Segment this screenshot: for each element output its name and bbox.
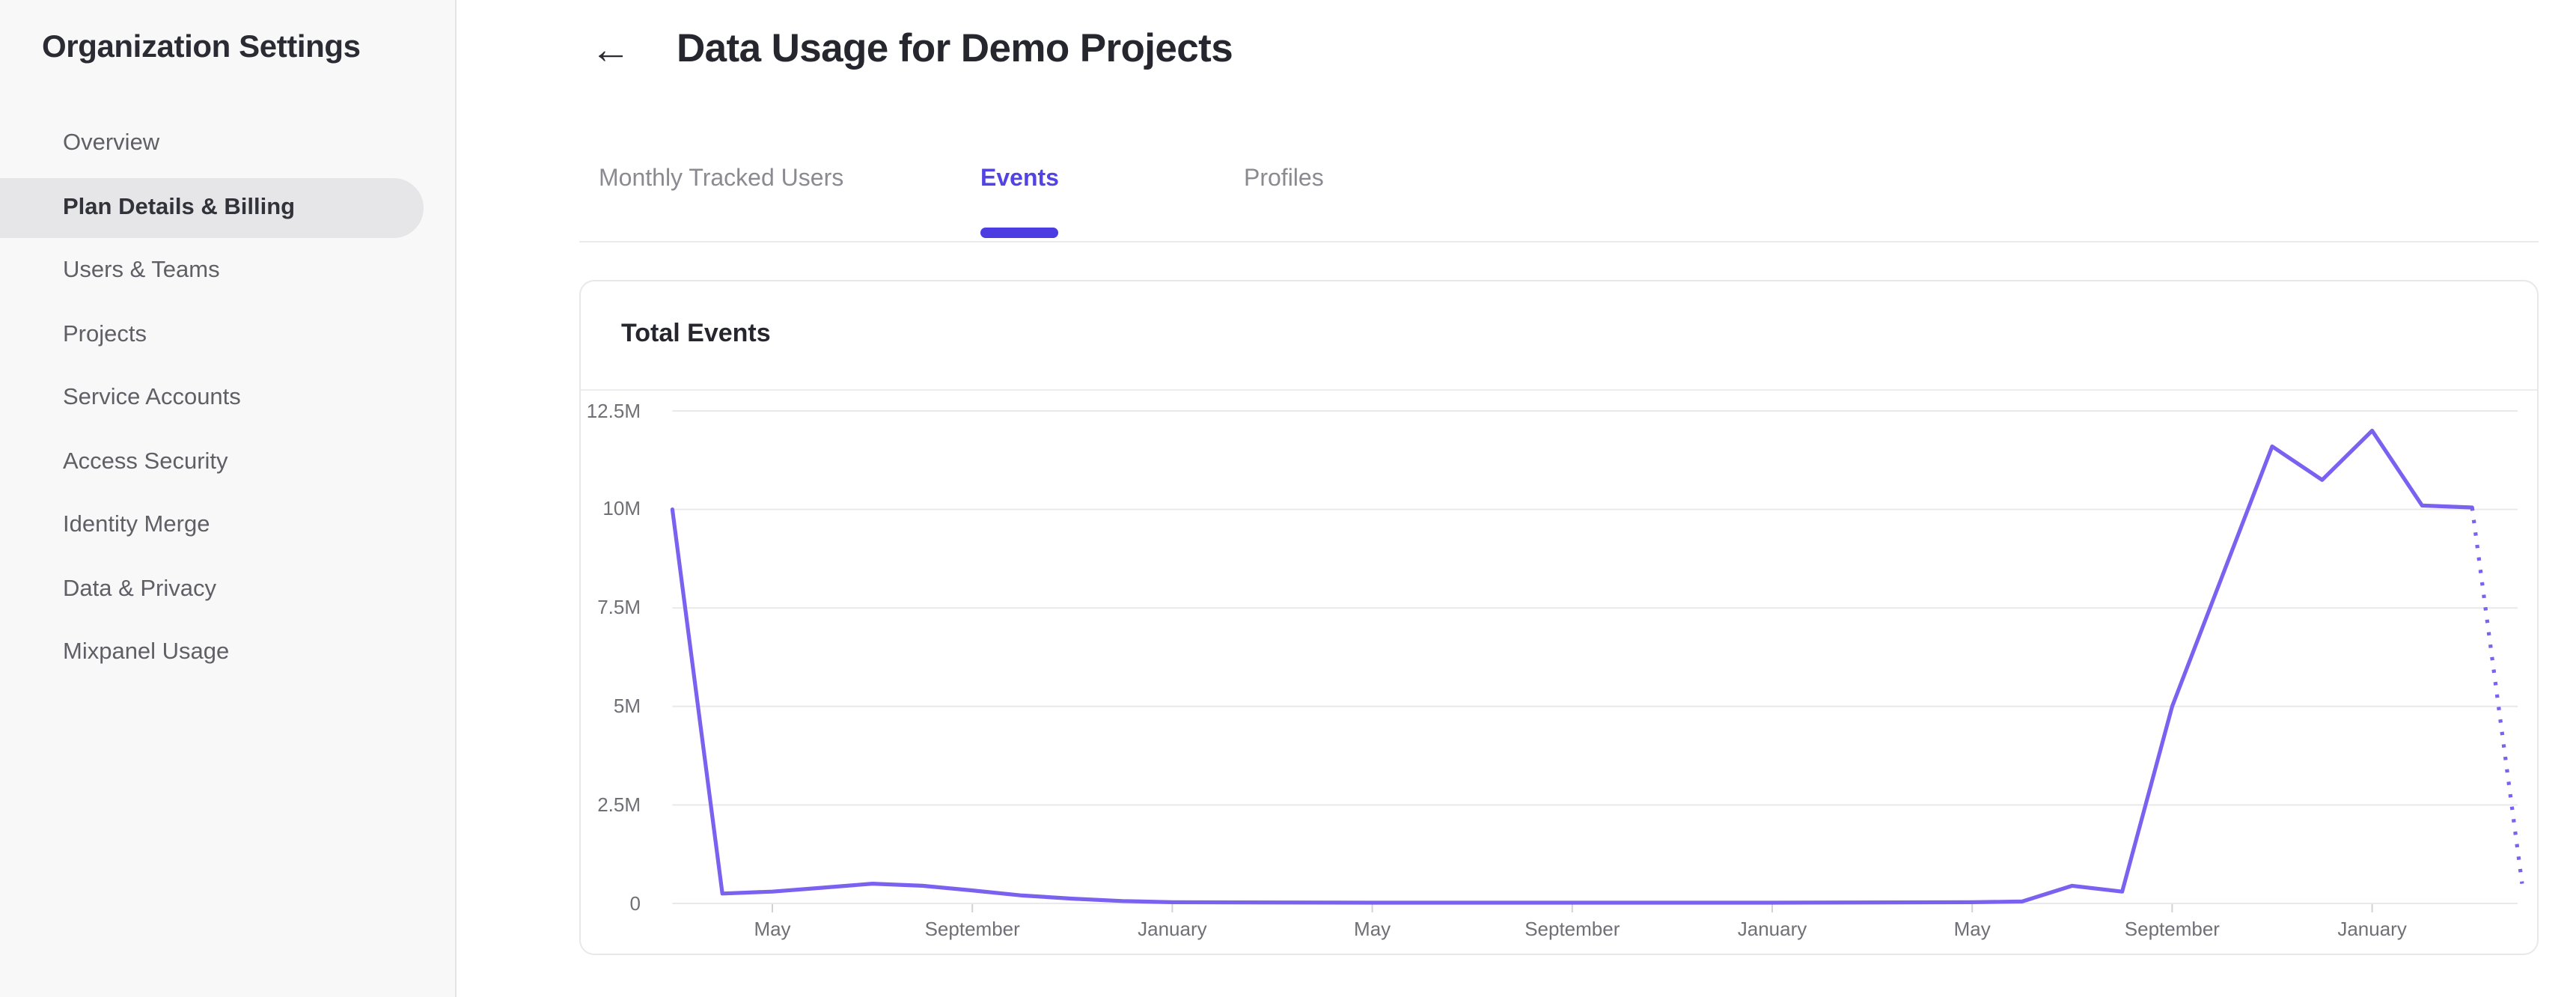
back-arrow-icon[interactable]: ← xyxy=(590,27,631,72)
tab-monthly-tracked-users[interactable]: Monthly Tracked Users xyxy=(599,166,844,192)
sidebar-item-plan-details-billing[interactable]: Plan Details & Billing xyxy=(0,177,423,237)
page-title: Data Usage for Demo Projects xyxy=(677,25,1233,70)
sidebar-item-service-accounts[interactable]: Service Accounts xyxy=(63,385,241,410)
tab-events[interactable]: Events xyxy=(980,166,1059,192)
sidebar: Organization Settings Overview Plan Detai… xyxy=(0,0,457,997)
tab-bar-divider xyxy=(579,240,2539,243)
sidebar-item-overview[interactable]: Overview xyxy=(63,130,160,156)
card-header-divider xyxy=(580,389,2536,391)
sidebar-item-data-privacy[interactable]: Data & Privacy xyxy=(63,576,217,601)
active-tab-underline xyxy=(980,228,1058,237)
sidebar-item-mixpanel-usage[interactable]: Mixpanel Usage xyxy=(63,639,230,665)
sidebar-item-users-teams[interactable]: Users & Teams xyxy=(63,257,220,283)
sidebar-nav: Overview Plan Details & Billing Users & Te… xyxy=(0,114,455,686)
sidebar-item-access-security[interactable]: Access Security xyxy=(63,448,228,474)
sidebar-title: Organization Settings xyxy=(42,30,361,64)
tab-profiles[interactable]: Profiles xyxy=(1244,166,1324,192)
card-title: Total Events xyxy=(621,319,771,347)
total-events-card xyxy=(579,279,2538,954)
sidebar-item-identity-merge[interactable]: Identity Merge xyxy=(63,512,210,537)
sidebar-item-projects[interactable]: Projects xyxy=(63,321,147,347)
